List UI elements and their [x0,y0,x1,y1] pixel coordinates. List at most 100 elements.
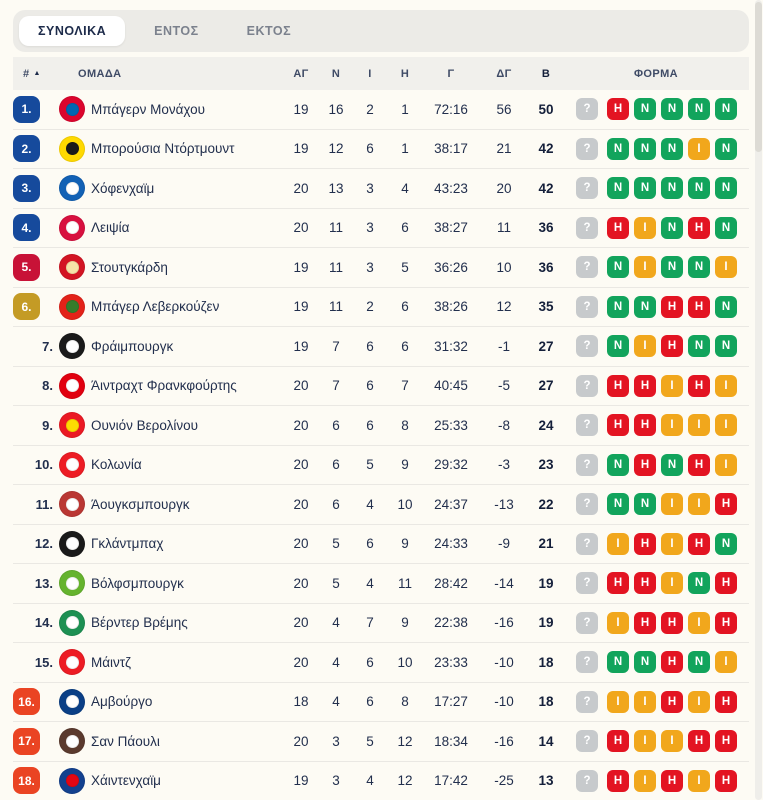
form-result-badge[interactable]: H [688,374,710,397]
table-row[interactable]: 1. Μπάγερν Μονάχου 19 16 2 1 72:16 56 50… [13,90,749,130]
form-result-badge[interactable]: H [661,335,683,358]
form-result-badge[interactable]: H [661,769,683,792]
form-upcoming-badge[interactable]: ? [576,98,598,121]
form-result-badge[interactable]: I [634,769,656,792]
form-upcoming-badge[interactable]: ? [576,532,598,555]
form-result-badge[interactable]: H [607,216,629,239]
form-result-badge[interactable]: H [607,98,629,121]
form-result-badge[interactable]: N [607,295,629,318]
form-upcoming-badge[interactable]: ? [576,611,598,634]
form-result-badge[interactable]: H [715,690,737,713]
form-result-badge[interactable]: N [634,493,656,516]
form-result-badge[interactable]: I [634,256,656,279]
form-result-badge[interactable]: I [688,414,710,437]
table-row[interactable]: 15. Μάιντζ 20 4 6 10 23:33 -10 18 ? N N H N I [13,643,749,683]
table-row[interactable]: 6. Μπάγερ Λεβερκούζεν 19 11 2 6 38:26 12… [13,288,749,327]
form-result-badge[interactable]: I [688,137,710,160]
form-upcoming-badge[interactable]: ? [576,216,598,239]
form-upcoming-badge[interactable]: ? [576,769,598,792]
form-result-badge[interactable]: N [715,532,737,555]
form-result-badge[interactable]: N [634,98,656,121]
tab-away[interactable]: ΕΚΤΟΣ [246,24,292,38]
form-result-badge[interactable]: N [661,98,683,121]
form-result-badge[interactable]: H [634,414,656,437]
form-upcoming-badge[interactable]: ? [576,414,598,437]
form-result-badge[interactable]: N [661,216,683,239]
form-result-badge[interactable]: N [634,177,656,200]
table-row[interactable]: 5. Στουτγκάρδη 19 11 3 5 36:26 10 36 ? N I… [13,248,749,288]
form-result-badge[interactable]: N [607,493,629,516]
form-result-badge[interactable]: H [661,295,683,318]
form-upcoming-badge[interactable]: ? [576,335,598,358]
form-result-badge[interactable]: I [715,374,737,397]
form-upcoming-badge[interactable]: ? [576,256,598,279]
form-result-badge[interactable]: H [661,690,683,713]
table-row[interactable]: 16. Αμβούργο 18 4 6 8 17:27 -10 18 ? I I H I… [13,683,749,722]
form-result-badge[interactable]: I [688,611,710,634]
form-result-badge[interactable]: N [607,137,629,160]
form-result-badge[interactable]: N [688,335,710,358]
form-result-badge[interactable]: N [634,137,656,160]
form-result-badge[interactable]: I [715,651,737,674]
form-result-badge[interactable]: N [715,216,737,239]
form-result-badge[interactable]: H [715,493,737,516]
form-result-badge[interactable]: N [688,572,710,595]
form-result-badge[interactable]: H [634,611,656,634]
form-result-badge[interactable]: I [661,532,683,555]
form-result-badge[interactable]: I [715,414,737,437]
table-row[interactable]: 9. Ουνιόν Βερολίνου 20 6 6 8 25:33 -8 24… [13,406,749,446]
form-result-badge[interactable]: I [607,532,629,555]
form-result-badge[interactable]: N [634,651,656,674]
form-result-badge[interactable]: N [688,256,710,279]
form-result-badge[interactable]: H [607,730,629,753]
form-upcoming-badge[interactable]: ? [576,730,598,753]
form-result-badge[interactable]: N [661,137,683,160]
form-result-badge[interactable]: I [661,414,683,437]
table-row[interactable]: 10. Κολωνία 20 6 5 9 29:32 -3 23 ? N H N H I [13,446,749,485]
form-result-badge[interactable]: H [688,532,710,555]
form-result-badge[interactable]: I [688,769,710,792]
form-result-badge[interactable]: H [688,453,710,476]
form-result-badge[interactable]: N [607,453,629,476]
table-row[interactable]: 11. Άουγκσμπουργκ 20 6 4 10 24:37 -13 22… [13,485,749,525]
form-result-badge[interactable]: H [634,374,656,397]
form-result-badge[interactable]: H [607,374,629,397]
form-result-badge[interactable]: H [634,572,656,595]
form-result-badge[interactable]: I [634,335,656,358]
form-upcoming-badge[interactable]: ? [576,651,598,674]
form-result-badge[interactable]: N [688,177,710,200]
form-upcoming-badge[interactable]: ? [576,690,598,713]
form-upcoming-badge[interactable]: ? [576,137,598,160]
table-row[interactable]: 3. Χόφενχαϊμ 20 13 3 4 43:23 20 42 ? N N N N… [13,169,749,209]
scrollbar-thumb[interactable] [755,2,762,152]
table-row[interactable]: 14. Βέρντερ Βρέμης 20 4 7 9 22:38 -16 19… [13,604,749,643]
form-result-badge[interactable]: I [634,730,656,753]
form-result-badge[interactable]: H [688,730,710,753]
form-result-badge[interactable]: N [607,177,629,200]
form-upcoming-badge[interactable]: ? [576,177,598,200]
form-result-badge[interactable]: I [661,572,683,595]
form-result-badge[interactable]: N [715,295,737,318]
form-result-badge[interactable]: H [715,572,737,595]
form-result-badge[interactable]: H [607,572,629,595]
form-result-badge[interactable]: I [661,493,683,516]
form-result-badge[interactable]: I [634,690,656,713]
table-row[interactable]: 4. Λειψία 20 11 3 6 38:27 11 36 ? H I N H N [13,209,749,248]
header-position[interactable]: # ▲ [13,68,55,80]
form-result-badge[interactable]: I [688,690,710,713]
form-result-badge[interactable]: N [688,98,710,121]
form-result-badge[interactable]: H [634,453,656,476]
form-result-badge[interactable]: H [661,611,683,634]
form-result-badge[interactable]: N [715,335,737,358]
form-upcoming-badge[interactable]: ? [576,453,598,476]
form-result-badge[interactable]: N [661,177,683,200]
form-result-badge[interactable]: I [661,730,683,753]
form-result-badge[interactable]: I [634,216,656,239]
form-result-badge[interactable]: H [688,295,710,318]
table-row[interactable]: 2. Μπορούσια Ντόρτμουντ 19 12 6 1 38:17 … [13,130,749,169]
form-result-badge[interactable]: H [715,730,737,753]
form-result-badge[interactable]: N [661,256,683,279]
form-result-badge[interactable]: N [715,98,737,121]
tab-home[interactable]: ΕΝΤΟΣ [154,24,199,38]
form-result-badge[interactable]: H [634,532,656,555]
